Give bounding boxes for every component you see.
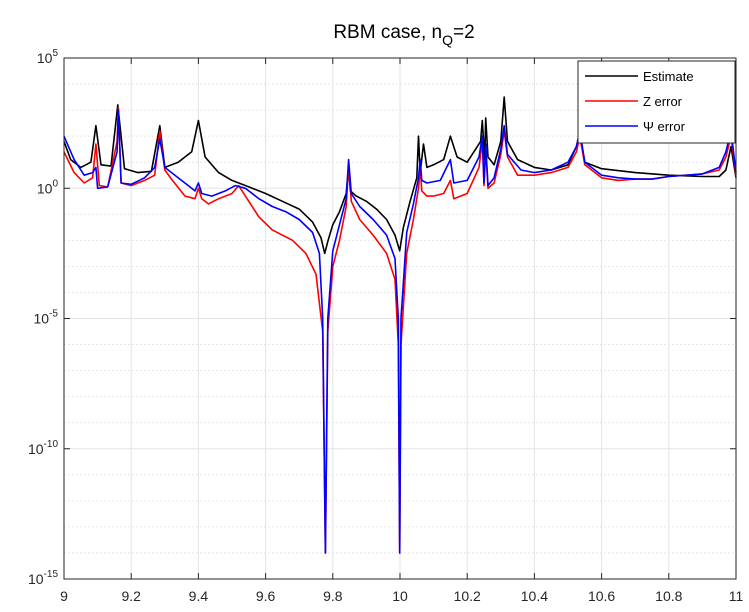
chart-title-subscript: Q	[442, 32, 453, 48]
legend: Estimate Z error Ψ error	[577, 60, 736, 144]
x-tick-label: 10.6	[588, 588, 615, 604]
series-lines	[63, 96, 737, 554]
y-tick-label: 105	[37, 48, 59, 66]
y-axis-tick-labels: 105 100 10-5 10-10 10-15	[28, 48, 58, 587]
x-tick-label: 10	[392, 588, 408, 604]
x-tick-label: 10.2	[454, 588, 481, 604]
chart-title-main: RBM case, n	[333, 22, 442, 43]
legend-items: Estimate Z error Ψ error	[585, 69, 694, 134]
y-tick-label: 10-5	[34, 309, 59, 327]
y-tick-label: 10-15	[28, 569, 58, 587]
y-tick-label: 10-10	[28, 439, 58, 457]
legend-label: Z error	[643, 94, 683, 109]
legend-label: Ψ error	[643, 119, 686, 134]
x-tick-label: 9	[60, 588, 68, 604]
x-axis-tick-labels: 9 9.2 9.4 9.6 9.8 10 10.2 10.4 10.6 10.8 11	[60, 588, 743, 604]
x-tick-label: 9.2	[121, 588, 141, 604]
x-tick-label: 9.4	[189, 588, 209, 604]
chart-title: RBM case, nQ=2	[333, 22, 474, 48]
x-tick-label: 9.8	[323, 588, 343, 604]
x-tick-label: 11	[729, 588, 744, 604]
legend-label: Estimate	[643, 69, 694, 84]
x-tick-label: 10.8	[655, 588, 682, 604]
axis-ticks	[63, 57, 737, 580]
y-tick-label: 100	[37, 178, 59, 196]
x-tick-label: 9.6	[256, 588, 276, 604]
series-line-ψ-error	[63, 109, 737, 554]
chart-title-tail: =2	[453, 22, 475, 43]
legend-box	[577, 60, 736, 144]
series-line-estimate	[63, 96, 737, 255]
x-tick-label: 10.4	[521, 588, 548, 604]
